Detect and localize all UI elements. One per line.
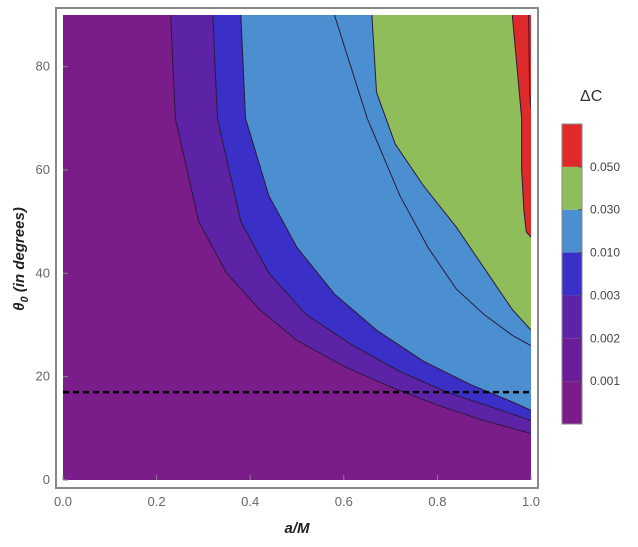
legend-title: ΔC (580, 88, 602, 105)
legend-label: 0.010 (590, 246, 620, 260)
y-tick-label: 0 (43, 472, 50, 487)
contour-line-0.002 (170, 15, 531, 434)
legend-swatch (562, 252, 582, 296)
x-axis-title: a/M (284, 520, 310, 537)
legend: ΔC 0.001 0.002 0.003 0.010 0.030 0.050 (561, 88, 620, 425)
x-tick-label: 0.2 (148, 494, 166, 509)
legend-label: 0.001 (590, 374, 620, 388)
x-tick-label: 0.4 (241, 494, 259, 509)
legend-label: 0.003 (590, 288, 620, 302)
legend-swatch (562, 166, 582, 210)
y-tick-label: 60 (36, 162, 50, 177)
contour-line-0.003 (212, 15, 531, 422)
legend-frame (561, 123, 583, 425)
x-tick-label: 0.0 (54, 494, 72, 509)
x-tick-label: 0.8 (428, 494, 446, 509)
contour-line-0.050 (511, 15, 531, 238)
x-tick-label: 0.6 (335, 494, 353, 509)
y-tick-label: 20 (36, 369, 50, 384)
contour-region-0.030 (371, 15, 531, 331)
plot-frame (55, 7, 539, 489)
contour-line-top (528, 15, 531, 109)
legend-swatch (562, 338, 582, 382)
legend-label: 0.002 (590, 331, 620, 345)
plot-area (63, 15, 531, 480)
y-axis-title: θ0 (in degrees) (11, 207, 31, 311)
legend-label: 0.050 (590, 160, 620, 174)
y-tick-label: 40 (36, 265, 50, 280)
x-axis: 0.0 0.2 0.4 0.6 0.8 1.0 (54, 475, 540, 509)
contour-line-0.001 (333, 15, 531, 347)
contour-line-0.030 (371, 15, 531, 331)
legend-swatch (562, 295, 582, 339)
x-tick-label: 1.0 (522, 494, 540, 509)
legend-swatch (562, 209, 582, 253)
y-tick-label: 80 (36, 59, 50, 74)
legend-label: 0.030 (590, 203, 620, 217)
y-axis: 0 20 40 60 80 (36, 59, 68, 487)
legend-swatch (562, 124, 582, 167)
legend-swatch (562, 381, 582, 424)
